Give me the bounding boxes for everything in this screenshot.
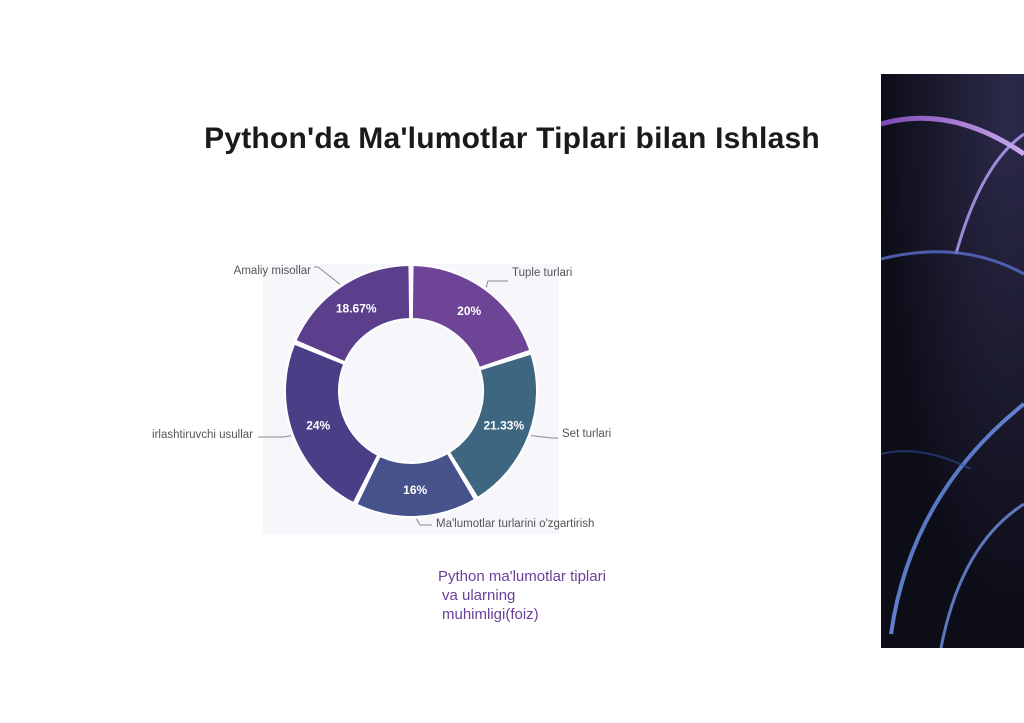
decorative-curves-image [881,74,1024,648]
leader-line [314,266,341,285]
donut-slice [294,264,412,364]
leaders-layer [258,266,558,526]
chart-caption: Python ma'lumotlar tiplari va ularning m… [438,567,658,624]
slice-value-label: 18.67% [336,302,377,316]
slice-value-label: 16% [403,483,427,497]
donut-slice [284,342,380,505]
slice-value-label: 21.33% [483,418,524,432]
category-label: irlashtiruvchi usullar [152,429,253,441]
donut-slice [448,352,538,499]
slices-layer [284,264,538,518]
leader-line [530,435,558,439]
slide-title: Python'da Ma'lumotlar Tiplari bilan Ishl… [204,122,820,155]
category-label: Tuple turlari [512,267,572,279]
donut-slice [355,452,476,518]
category-label: Ma'lumotlar turlarini o'zgartirish [436,518,594,530]
caption-line-3: muhimligi(foiz) [442,606,539,623]
leader-line [485,280,508,288]
caption-line-1: Python ma'lumotlar tiplari [438,568,606,585]
labels-layer: 20% Tuple turlari 21.33% Set turlari 16% Ma'l… [152,265,611,530]
slice-value-label: 20% [457,304,481,318]
caption-line-2: va ularning [442,587,516,604]
slice-value-label: 24% [306,419,330,433]
leader-line [258,435,292,438]
category-label: Amaliy misollar [234,265,311,277]
leader-line [415,518,432,526]
donut-slice [410,264,532,369]
category-label: Set turlari [562,428,611,440]
